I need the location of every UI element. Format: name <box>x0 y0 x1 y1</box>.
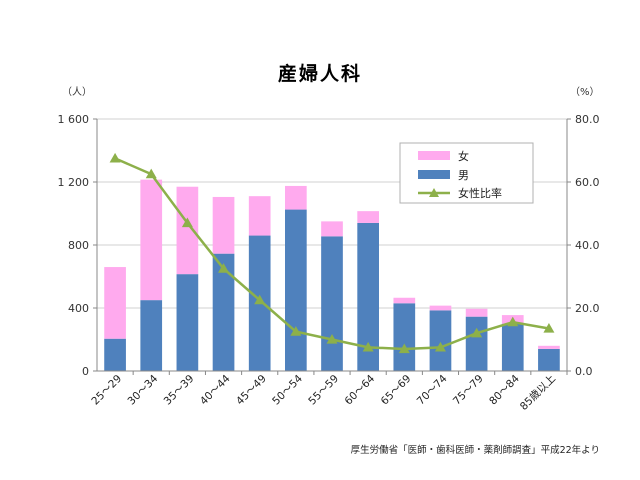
right-tick-label: 80.0 <box>575 113 600 126</box>
x-tick-label: 35～39 <box>162 373 197 408</box>
bar-male <box>321 236 343 371</box>
bar-male <box>501 323 524 371</box>
bar-male <box>104 338 126 371</box>
left-tick-label: 1 600 <box>58 113 90 126</box>
bar-female <box>321 221 343 237</box>
bar-male <box>285 209 307 371</box>
right-tick-label: 0.0 <box>575 365 593 378</box>
x-tick-label: 25～29 <box>89 373 124 408</box>
bar-male <box>212 253 235 371</box>
x-tick-label: 70～74 <box>415 372 450 407</box>
bar-female <box>429 305 452 311</box>
legend-swatch-female <box>418 151 450 160</box>
legend-marker-ratio <box>429 188 439 197</box>
ratio-marker <box>507 316 519 327</box>
source-note: 厚生労働省「医師・歯科医師・薬剤師調査」平成22年より <box>351 444 600 456</box>
x-tick-label: 40～44 <box>198 372 233 407</box>
right-tick-label: 20.0 <box>575 302 600 315</box>
ratio-marker <box>254 294 266 305</box>
legend-label-female: 女 <box>458 149 469 163</box>
x-tick-label: 55～59 <box>306 373 341 408</box>
bar-female <box>212 196 235 254</box>
bar-male <box>429 310 452 371</box>
left-tick-label: 800 <box>68 239 89 252</box>
x-tick-label: 50～54 <box>270 372 305 407</box>
ratio-marker <box>471 327 483 338</box>
right-axis-unit: （%） <box>570 86 600 98</box>
bar-female <box>285 185 307 210</box>
bar-female <box>538 345 560 349</box>
left-axis-unit: （人） <box>62 86 92 98</box>
bar-male <box>393 303 416 371</box>
x-tick-label: 75～79 <box>451 373 486 408</box>
right-tick-label: 40.0 <box>575 239 600 252</box>
ratio-line-layer <box>109 152 555 354</box>
ratio-marker <box>434 341 446 352</box>
ratio-marker <box>362 341 374 352</box>
ratio-marker <box>109 152 121 163</box>
legend-label-ratio: 女性比率 <box>458 186 502 200</box>
bar-female <box>393 297 416 304</box>
ratio-marker <box>218 263 230 273</box>
bar-female <box>357 211 379 223</box>
x-tick-label: 60～64 <box>342 372 377 407</box>
x-tick-label: 30～34 <box>126 372 161 407</box>
ratio-marker <box>543 322 555 333</box>
legend-swatch-male <box>418 170 450 179</box>
chart-title: 産婦人科 <box>278 62 362 85</box>
x-tick-label: 45～49 <box>234 373 269 408</box>
left-tick-label: 0 <box>82 365 89 378</box>
bar-male <box>140 300 163 371</box>
bar-female <box>104 267 126 339</box>
ratio-marker <box>398 343 410 354</box>
bar-female <box>176 186 199 275</box>
left-tick-label: 1 200 <box>58 176 90 189</box>
x-tick-label: 65～69 <box>379 373 414 408</box>
ratio-marker <box>290 326 302 336</box>
right-tick-label: 60.0 <box>575 176 600 189</box>
bar-male <box>538 348 560 371</box>
bar-male <box>465 316 488 371</box>
ratio-marker <box>326 334 338 344</box>
ratio-marker <box>181 217 193 228</box>
legend-label-male: 男 <box>458 169 469 182</box>
bar-male <box>176 274 199 371</box>
left-tick-label: 400 <box>68 302 89 315</box>
bar-female <box>140 179 163 301</box>
bar-male <box>357 222 379 371</box>
bar-female <box>248 196 271 236</box>
ratio-marker <box>145 168 157 179</box>
x-tick-label: 85歳以上 <box>518 373 558 413</box>
bar-female <box>465 308 488 317</box>
x-tick-label: 80～84 <box>487 372 522 407</box>
